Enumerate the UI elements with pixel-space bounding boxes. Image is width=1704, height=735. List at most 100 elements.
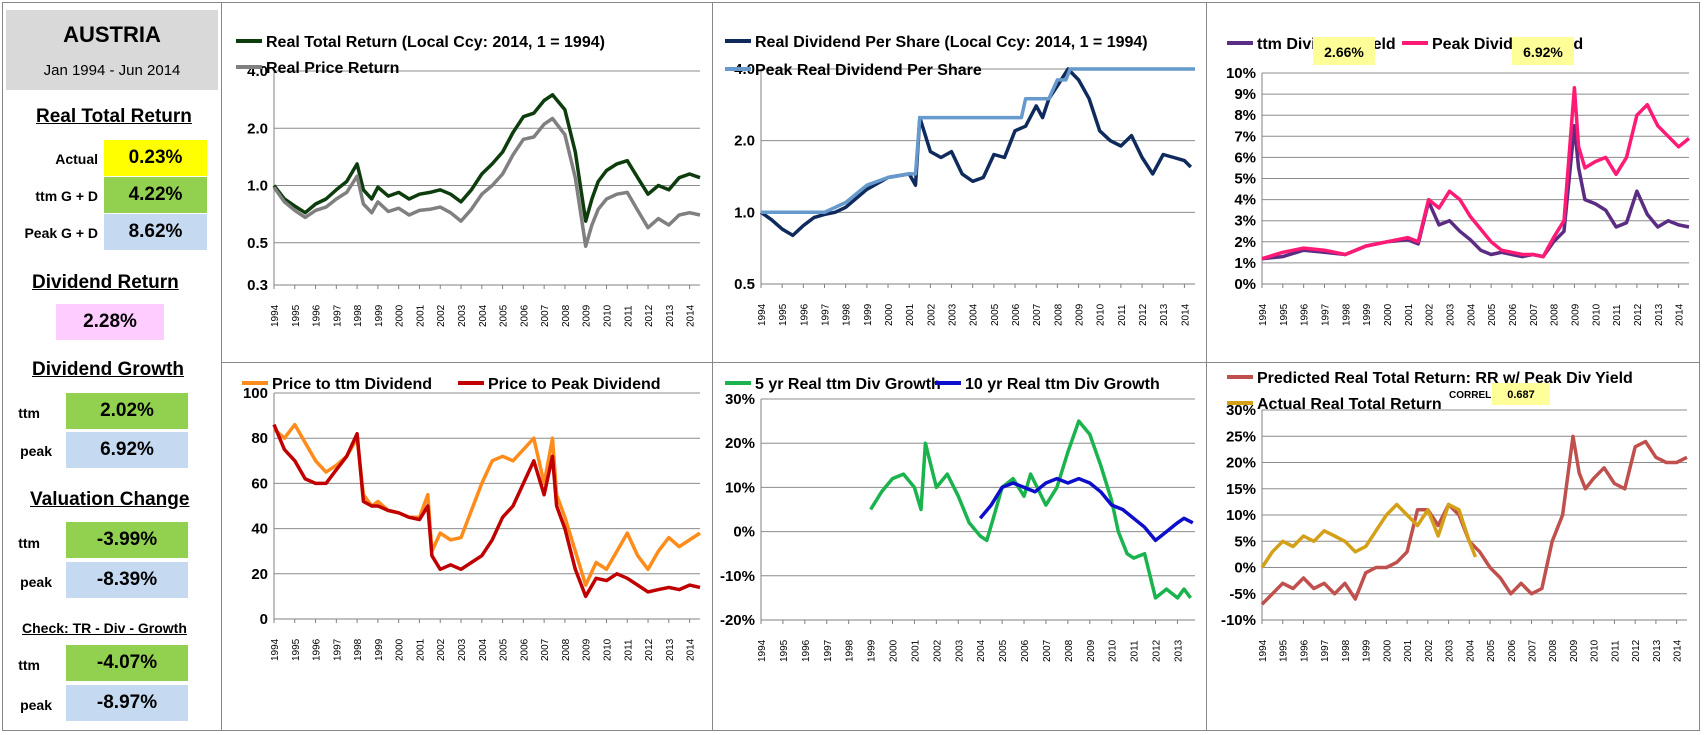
correl-box xyxy=(1492,383,1550,405)
x-tick-label: 2014 xyxy=(686,304,697,327)
x-tick-label: 2004 xyxy=(969,303,980,326)
x-tick-label: 2002 xyxy=(1425,303,1436,326)
x-tick-label: 1995 xyxy=(291,304,302,327)
x-tick-label: 1996 xyxy=(1300,303,1311,326)
y-tick-label: 15% xyxy=(1226,481,1256,498)
legend-label-actual-real-total-return: Actual Real Total Return xyxy=(1257,396,1442,413)
x-tick-label: 1995 xyxy=(1279,303,1290,326)
y-tick-label: 2% xyxy=(1234,234,1256,251)
y-tick-label: -10% xyxy=(1221,612,1256,629)
x-tick-label: 1998 xyxy=(842,303,853,326)
x-tick-label: 2008 xyxy=(1064,639,1075,662)
x-tick-label: 2012 xyxy=(644,304,655,327)
x-tick-label: 1995 xyxy=(778,303,789,326)
x-tick-label: 2002 xyxy=(1424,639,1435,662)
x-tick-label: 1999 xyxy=(863,303,874,326)
x-tick-label: 1994 xyxy=(1258,303,1269,326)
peak-gd-label: Peak G + D xyxy=(24,225,98,241)
x-tick-label: 2009 xyxy=(1086,639,1097,662)
y-tick-label: 0% xyxy=(1234,560,1256,577)
x-tick-label: 2007 xyxy=(1528,639,1539,662)
x-tick-label: 2005 xyxy=(1486,639,1497,662)
y-tick-label: 20 xyxy=(251,566,268,583)
x-tick-label: 2012 xyxy=(1633,303,1644,326)
x-tick-label: 1998 xyxy=(1341,303,1352,326)
x-tick-label: 2007 xyxy=(1032,303,1043,326)
x-tick-label: 2008 xyxy=(1053,303,1064,326)
x-tick-label: 2006 xyxy=(1508,303,1519,326)
x-tick-label: 2000 xyxy=(1383,303,1394,326)
x-tick-label: 1996 xyxy=(1299,639,1310,662)
legend-label-price-to-ttm-dividend: Price to ttm Dividend xyxy=(272,376,432,393)
valuation-ttm-value: -3.99% xyxy=(66,522,188,558)
x-tick-label: 2011 xyxy=(1130,640,1141,662)
annotation-box xyxy=(1313,37,1375,65)
div-growth-peak-label: peak xyxy=(20,443,52,459)
x-tick-label: 2000 xyxy=(889,639,900,662)
price-to-dividend-chart: 0 20 40 60 80 100 1994 1995 1996 1997 1998 1999 2000… xyxy=(242,376,701,661)
x-tick-label: 2013 xyxy=(665,638,676,661)
dividend-growth-heading: Dividend Growth xyxy=(32,359,184,380)
y-tick-label: 20% xyxy=(725,435,755,452)
legend-label-real-dividend-per-share-local-ccy-2014-1-1994: Real Dividend Per Share (Local Ccy: 2014… xyxy=(755,34,1148,51)
x-tick-label: 2005 xyxy=(998,639,1009,662)
x-tick-label: 2012 xyxy=(644,638,655,661)
x-tick-label: 2014 xyxy=(1675,303,1686,326)
div-growth-ttm-value: 2.02% xyxy=(66,393,188,429)
x-tick-label: 1997 xyxy=(332,638,343,661)
legend-label-10-yr-real-ttm-div-growth: 10 yr Real ttm Div Growth xyxy=(965,376,1160,393)
y-tick-label: 80 xyxy=(251,430,268,447)
x-tick-label: 2003 xyxy=(948,303,959,326)
y-tick-label: 2.0 xyxy=(247,120,268,137)
series-line-actual-real-total-return xyxy=(1260,502,1478,569)
series-line-ttm-dividend-yield xyxy=(1261,124,1690,261)
x-tick-label: 2005 xyxy=(499,638,510,661)
check-peak-label: peak xyxy=(20,697,52,713)
y-tick-label: 60 xyxy=(251,475,268,492)
check-ttm-label: ttm xyxy=(18,657,40,673)
ttm-gd-label: ttm G + D xyxy=(35,188,98,204)
x-tick-label: 2009 xyxy=(1569,639,1580,662)
x-tick-label: 1996 xyxy=(312,638,323,661)
y-tick-label: 8% xyxy=(1234,107,1256,124)
series-line-predicted-real-total-return-rr-w-peak-div-yield xyxy=(1260,434,1688,606)
country-title-box: AUSTRIA Jan 1994 - Jun 2014 xyxy=(6,10,218,90)
x-tick-label: 2011 xyxy=(1612,304,1623,326)
correl-value: 0.687 xyxy=(1507,389,1535,401)
y-tick-label: 3% xyxy=(1234,213,1256,230)
y-tick-label: 30% xyxy=(725,391,755,408)
x-tick-label: 1995 xyxy=(1279,639,1290,662)
x-tick-label: 2001 xyxy=(1403,639,1414,662)
x-tick-label: 1999 xyxy=(867,639,878,662)
y-tick-label: 5% xyxy=(1234,171,1256,188)
series-line-10-yr-real-ttm-div-growth xyxy=(978,476,1194,543)
real-dividend-chart: 4.02.01.00.51994199519961997199819992000… xyxy=(725,34,1195,326)
x-tick-label: 1999 xyxy=(374,304,385,327)
y-tick-label: 10% xyxy=(1226,65,1256,82)
x-tick-label: 2006 xyxy=(1507,639,1518,662)
x-tick-label: 1994 xyxy=(1258,639,1269,662)
x-tick-label: 1996 xyxy=(801,639,812,662)
x-tick-label: 2001 xyxy=(910,639,921,662)
y-tick-label: 20% xyxy=(1226,455,1256,472)
x-tick-label: 1998 xyxy=(353,304,364,327)
x-tick-label: 2004 xyxy=(1465,639,1476,662)
y-tick-label: 5% xyxy=(1234,533,1256,550)
y-tick-label: 9% xyxy=(1234,86,1256,103)
x-tick-label: 1998 xyxy=(353,638,364,661)
x-tick-label: 2004 xyxy=(478,304,489,327)
y-tick-label: 40 xyxy=(251,521,268,538)
x-tick-label: 1994 xyxy=(757,303,768,326)
x-tick-label: 2014 xyxy=(1180,303,1191,326)
series-line-real-price-return xyxy=(272,116,701,248)
x-tick-label: 2013 xyxy=(1654,303,1665,326)
y-tick-label: -20% xyxy=(720,612,755,629)
x-tick-label: 1999 xyxy=(1362,303,1373,326)
x-tick-label: 2002 xyxy=(926,303,937,326)
dividend-yield-chart: 0% 1% 2% 3% 4% 5% 6% 7% 8% 9% 10% 1994 1995 1996 1997 1… xyxy=(1226,36,1691,326)
x-tick-label: 2000 xyxy=(395,304,406,327)
y-tick-label: 1.0 xyxy=(247,178,268,195)
x-tick-label: 2001 xyxy=(1404,303,1415,326)
dividend-return-heading: Dividend Return xyxy=(32,272,179,293)
